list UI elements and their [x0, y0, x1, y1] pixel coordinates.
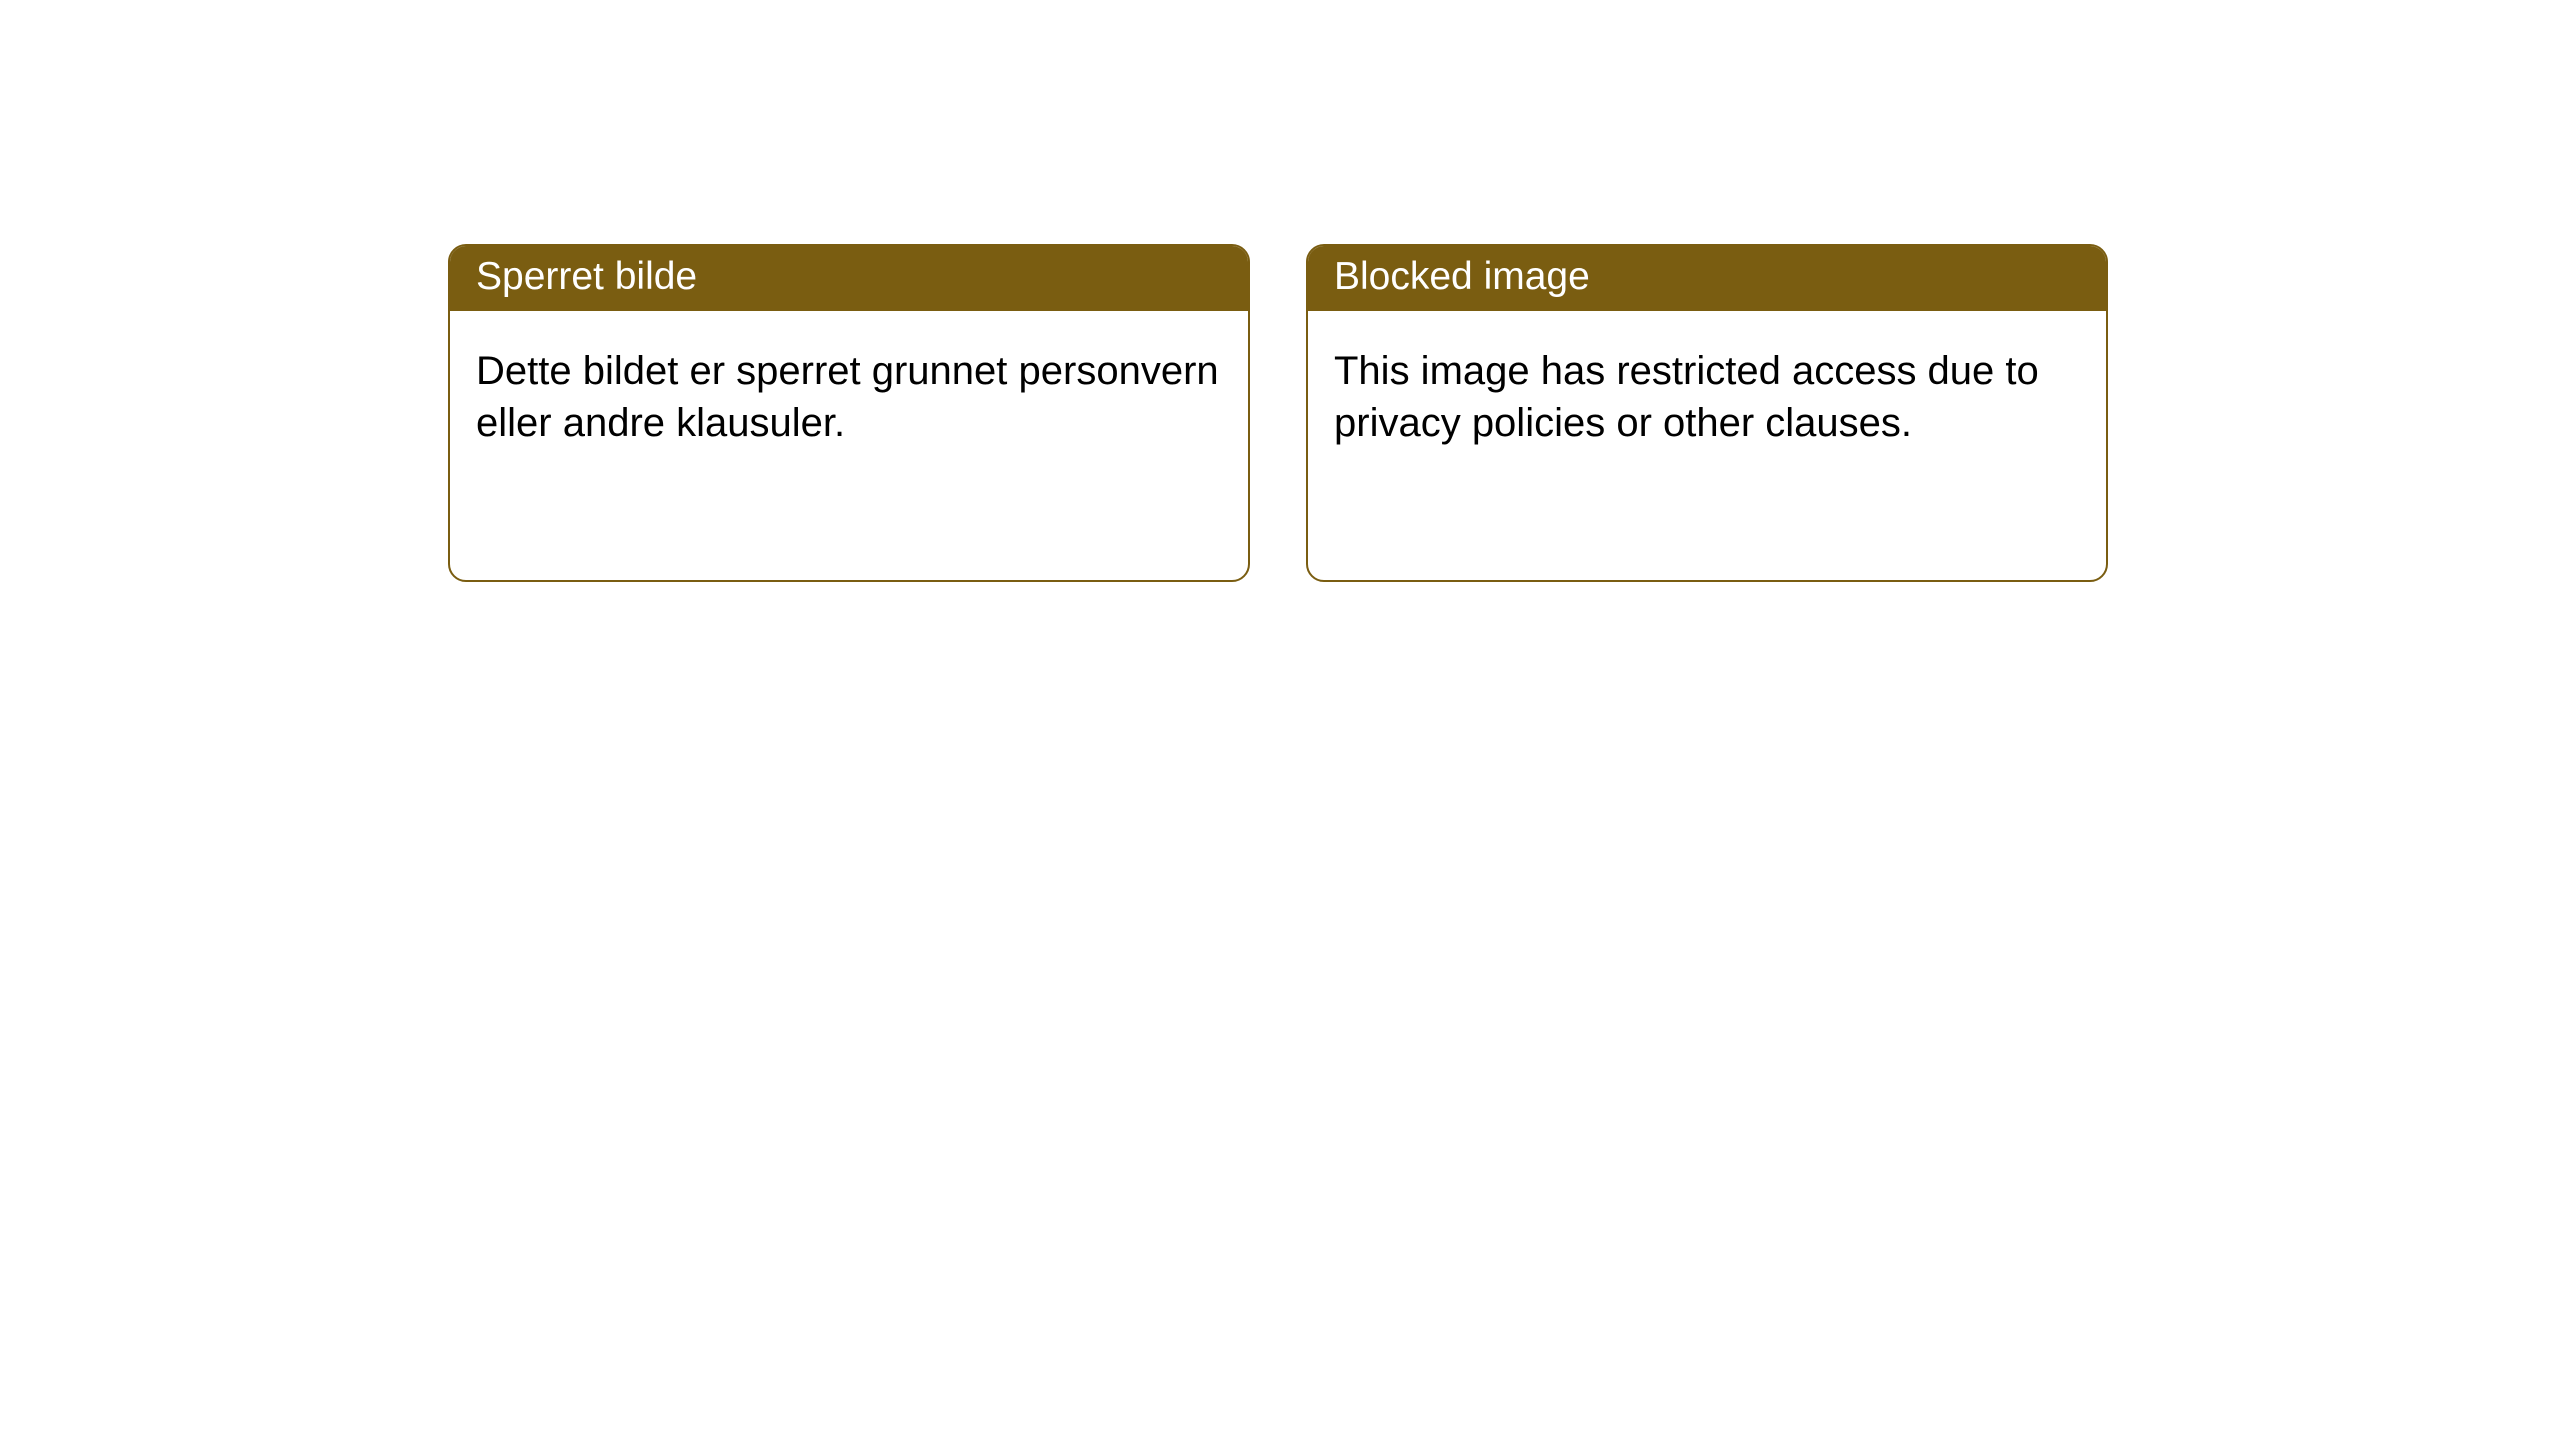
- card-body: Dette bildet er sperret grunnet personve…: [450, 311, 1248, 475]
- card-header: Sperret bilde: [450, 246, 1248, 311]
- card-body: This image has restricted access due to …: [1308, 311, 2106, 475]
- notice-card-norwegian: Sperret bilde Dette bildet er sperret gr…: [448, 244, 1250, 582]
- card-header: Blocked image: [1308, 246, 2106, 311]
- notice-card-english: Blocked image This image has restricted …: [1306, 244, 2108, 582]
- notice-cards-container: Sperret bilde Dette bildet er sperret gr…: [0, 0, 2560, 582]
